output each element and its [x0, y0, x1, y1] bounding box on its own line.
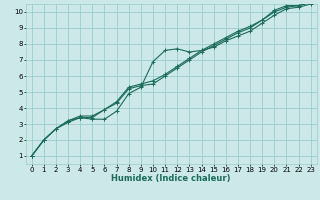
X-axis label: Humidex (Indice chaleur): Humidex (Indice chaleur) — [111, 174, 231, 183]
